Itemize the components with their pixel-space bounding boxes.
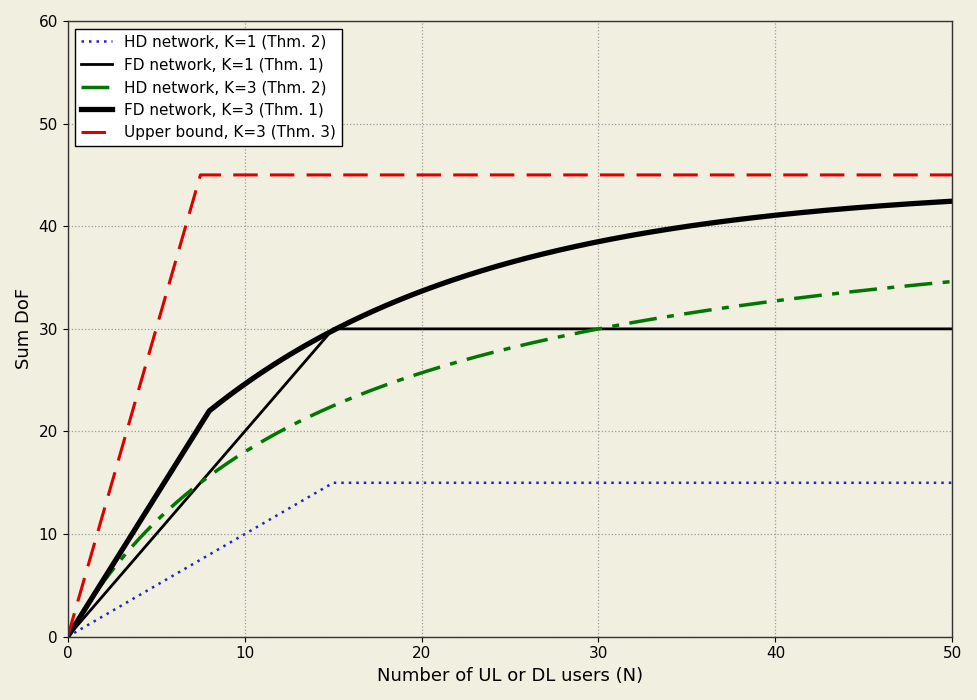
HD network, K=1 (Thm. 2) — [921, 479, 933, 487]
Upper bound, K=3 (Thm. 3) — [492, 171, 504, 179]
Line: FD network, K=1 (Thm. 1): FD network, K=1 (Thm. 1) — [67, 329, 953, 637]
FD network, K=1 (Thm. 1) — [947, 325, 958, 333]
HD network, K=3 (Thm. 2) — [106, 566, 118, 574]
HD network, K=1 (Thm. 2) — [921, 479, 933, 487]
HD network, K=1 (Thm. 2) — [327, 479, 339, 487]
Upper bound, K=3 (Thm. 3) — [759, 171, 771, 179]
Line: FD network, K=3 (Thm. 1): FD network, K=3 (Thm. 1) — [67, 201, 953, 637]
FD network, K=1 (Thm. 1) — [759, 325, 771, 333]
HD network, K=1 (Thm. 2) — [469, 479, 481, 487]
Line: Upper bound, K=3 (Thm. 3): Upper bound, K=3 (Thm. 3) — [67, 175, 953, 637]
Upper bound, K=3 (Thm. 3) — [921, 171, 933, 179]
HD network, K=1 (Thm. 2) — [492, 479, 504, 487]
Legend: HD network, K=1 (Thm. 2), FD network, K=1 (Thm. 1), HD network, K=3 (Thm. 2), FD: HD network, K=1 (Thm. 2), FD network, K=… — [75, 29, 342, 146]
Upper bound, K=3 (Thm. 3) — [106, 475, 118, 484]
FD network, K=3 (Thm. 1) — [921, 199, 933, 207]
FD network, K=1 (Thm. 1) — [921, 325, 933, 333]
HD network, K=1 (Thm. 2) — [106, 606, 118, 615]
Line: HD network, K=3 (Thm. 2): HD network, K=3 (Thm. 2) — [67, 281, 953, 637]
X-axis label: Number of UL or DL users (N): Number of UL or DL users (N) — [377, 667, 643, 685]
Upper bound, K=3 (Thm. 3) — [921, 171, 933, 179]
HD network, K=3 (Thm. 2) — [921, 280, 933, 288]
FD network, K=1 (Thm. 1) — [469, 325, 481, 333]
FD network, K=1 (Thm. 1) — [106, 580, 118, 589]
Upper bound, K=3 (Thm. 3) — [62, 633, 73, 641]
HD network, K=3 (Thm. 2) — [758, 298, 770, 307]
Y-axis label: Sum DoF: Sum DoF — [15, 288, 33, 370]
FD network, K=3 (Thm. 1) — [947, 197, 958, 205]
HD network, K=1 (Thm. 2) — [759, 479, 771, 487]
FD network, K=1 (Thm. 1) — [921, 325, 933, 333]
FD network, K=3 (Thm. 1) — [469, 269, 481, 277]
Upper bound, K=3 (Thm. 3) — [469, 171, 481, 179]
Line: HD network, K=1 (Thm. 2): HD network, K=1 (Thm. 2) — [67, 483, 953, 637]
HD network, K=1 (Thm. 2) — [947, 479, 958, 487]
FD network, K=1 (Thm. 1) — [492, 325, 504, 333]
FD network, K=1 (Thm. 1) — [62, 633, 73, 641]
HD network, K=3 (Thm. 2) — [947, 277, 958, 286]
HD network, K=3 (Thm. 2) — [920, 280, 932, 288]
FD network, K=3 (Thm. 1) — [106, 561, 118, 569]
HD network, K=3 (Thm. 2) — [62, 633, 73, 641]
FD network, K=1 (Thm. 1) — [327, 325, 339, 333]
HD network, K=3 (Thm. 2) — [469, 353, 481, 361]
HD network, K=3 (Thm. 2) — [492, 347, 504, 356]
FD network, K=3 (Thm. 1) — [62, 633, 73, 641]
FD network, K=3 (Thm. 1) — [758, 212, 770, 220]
Upper bound, K=3 (Thm. 3) — [194, 171, 206, 179]
HD network, K=1 (Thm. 2) — [62, 633, 73, 641]
Upper bound, K=3 (Thm. 3) — [947, 171, 958, 179]
FD network, K=3 (Thm. 1) — [492, 262, 504, 270]
FD network, K=3 (Thm. 1) — [920, 199, 932, 207]
